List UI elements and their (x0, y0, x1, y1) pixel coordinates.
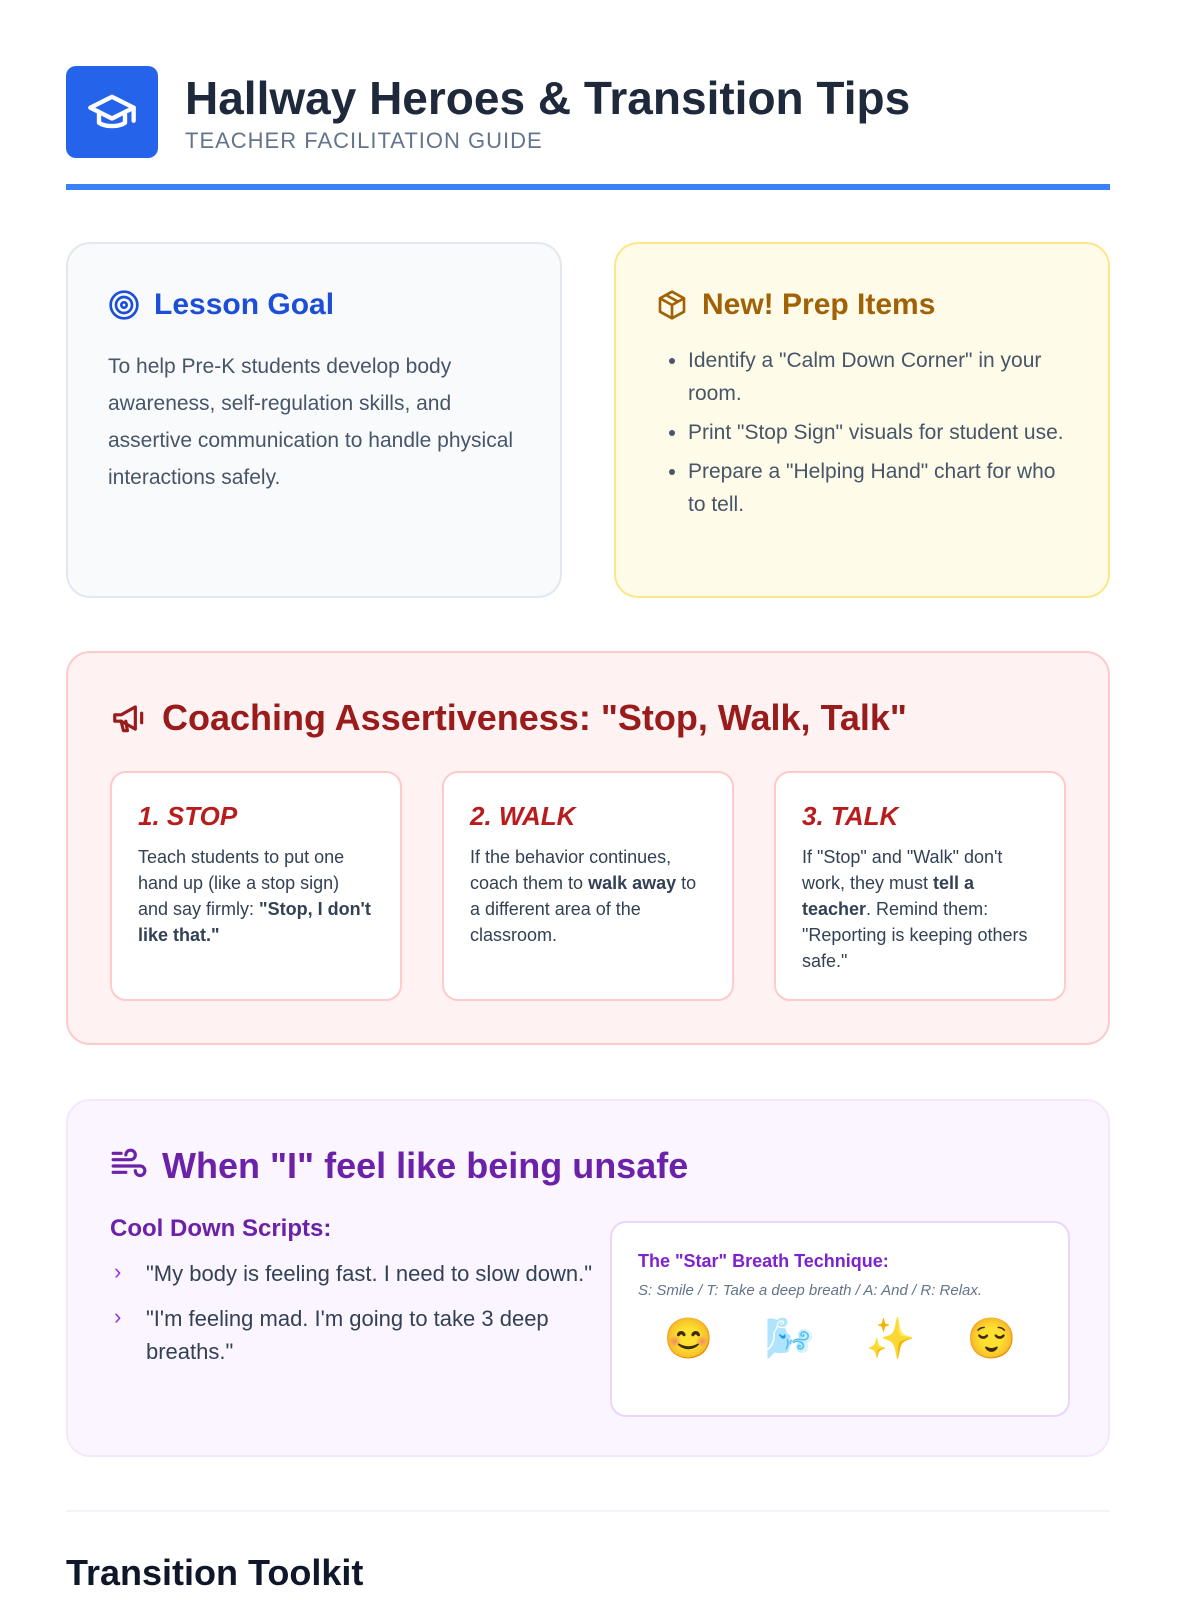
target-icon (109, 290, 139, 320)
next-section-title: Transition Toolkit (66, 1552, 364, 1593)
step-title: 1. STOP (138, 801, 238, 831)
prep-items-card: New! Prep Items Identify a "Calm Down Co… (614, 242, 1110, 598)
step-card-stop: 1. STOP Teach students to put one hand up… (110, 771, 402, 1001)
script-item: › "I'm feeling mad. I'm going to take 3 d… (110, 1302, 610, 1368)
step-text: If "Stop" and "Walk" don't work, they mu… (802, 847, 1028, 971)
lesson-goal-text: To help Pre-K students develop body awar… (108, 355, 514, 489)
step-card-walk: 2. WALK If the behavior continues, coach … (442, 771, 734, 1001)
header-divider (66, 184, 1110, 190)
coaching-section: Coaching Assertiveness: "Stop, Walk, Tal… (66, 651, 1110, 1045)
star-description: S: Smile / T: Take a deep breath / A: An… (638, 1282, 983, 1299)
script-item: › "My body is feeling fast. I need to slo… (110, 1257, 610, 1290)
section-divider (66, 1510, 1110, 1512)
box-icon (658, 290, 686, 320)
coaching-title: Coaching Assertiveness: "Stop, Walk, Tal… (162, 697, 907, 738)
graduation-cap-icon (66, 66, 158, 158)
calm-title: When "I" feel like being unsafe (162, 1145, 689, 1186)
megaphone-icon (113, 705, 144, 733)
step-title: 3. TALK (802, 801, 899, 831)
chevron-right-icon: › (114, 1259, 122, 1284)
lesson-goal-card: Lesson Goal To help Pre-K students devel… (66, 242, 562, 598)
relieved-emoji-icon: 😌 (966, 1317, 1017, 1361)
step-title: 2. WALK (470, 801, 576, 831)
prep-items-title: New! Prep Items (702, 288, 936, 321)
page-header: Hallway Heroes & Transition Tips TEACHER… (66, 66, 910, 158)
prep-item: Print "Stop Sign" visuals for student us… (688, 416, 1068, 449)
page-subtitle: TEACHER FACILITATION GUIDE (185, 128, 543, 153)
lesson-goal-title: Lesson Goal (154, 288, 335, 321)
step-text: Teach students to put one hand up (like … (138, 847, 371, 945)
wind-icon (111, 1148, 147, 1178)
star-title: The "Star" Breath Technique: (638, 1251, 889, 1271)
prep-item: Identify a "Calm Down Corner" in your ro… (688, 344, 1068, 410)
chevron-right-icon: › (114, 1304, 122, 1329)
page-title: Hallway Heroes & Transition Tips (185, 72, 911, 124)
prep-item: Prepare a "Helping Hand" chart for who t… (688, 455, 1068, 521)
star-breath-card: The "Star" Breath Technique: S: Smile / … (610, 1221, 1070, 1417)
scripts-title: Cool Down Scripts: (110, 1215, 332, 1242)
wind-face-emoji-icon: 🌬️ (764, 1317, 815, 1361)
calm-down-section: When "I" feel like being unsafe Cool Dow… (66, 1099, 1110, 1457)
step-text: If the behavior continues, coach them to… (470, 847, 697, 945)
step-card-talk: 3. TALK If "Stop" and "Walk" don't work, … (774, 771, 1066, 1001)
smile-emoji-icon: 😊 (663, 1317, 714, 1361)
sparkles-emoji-icon: ✨ (865, 1317, 916, 1361)
